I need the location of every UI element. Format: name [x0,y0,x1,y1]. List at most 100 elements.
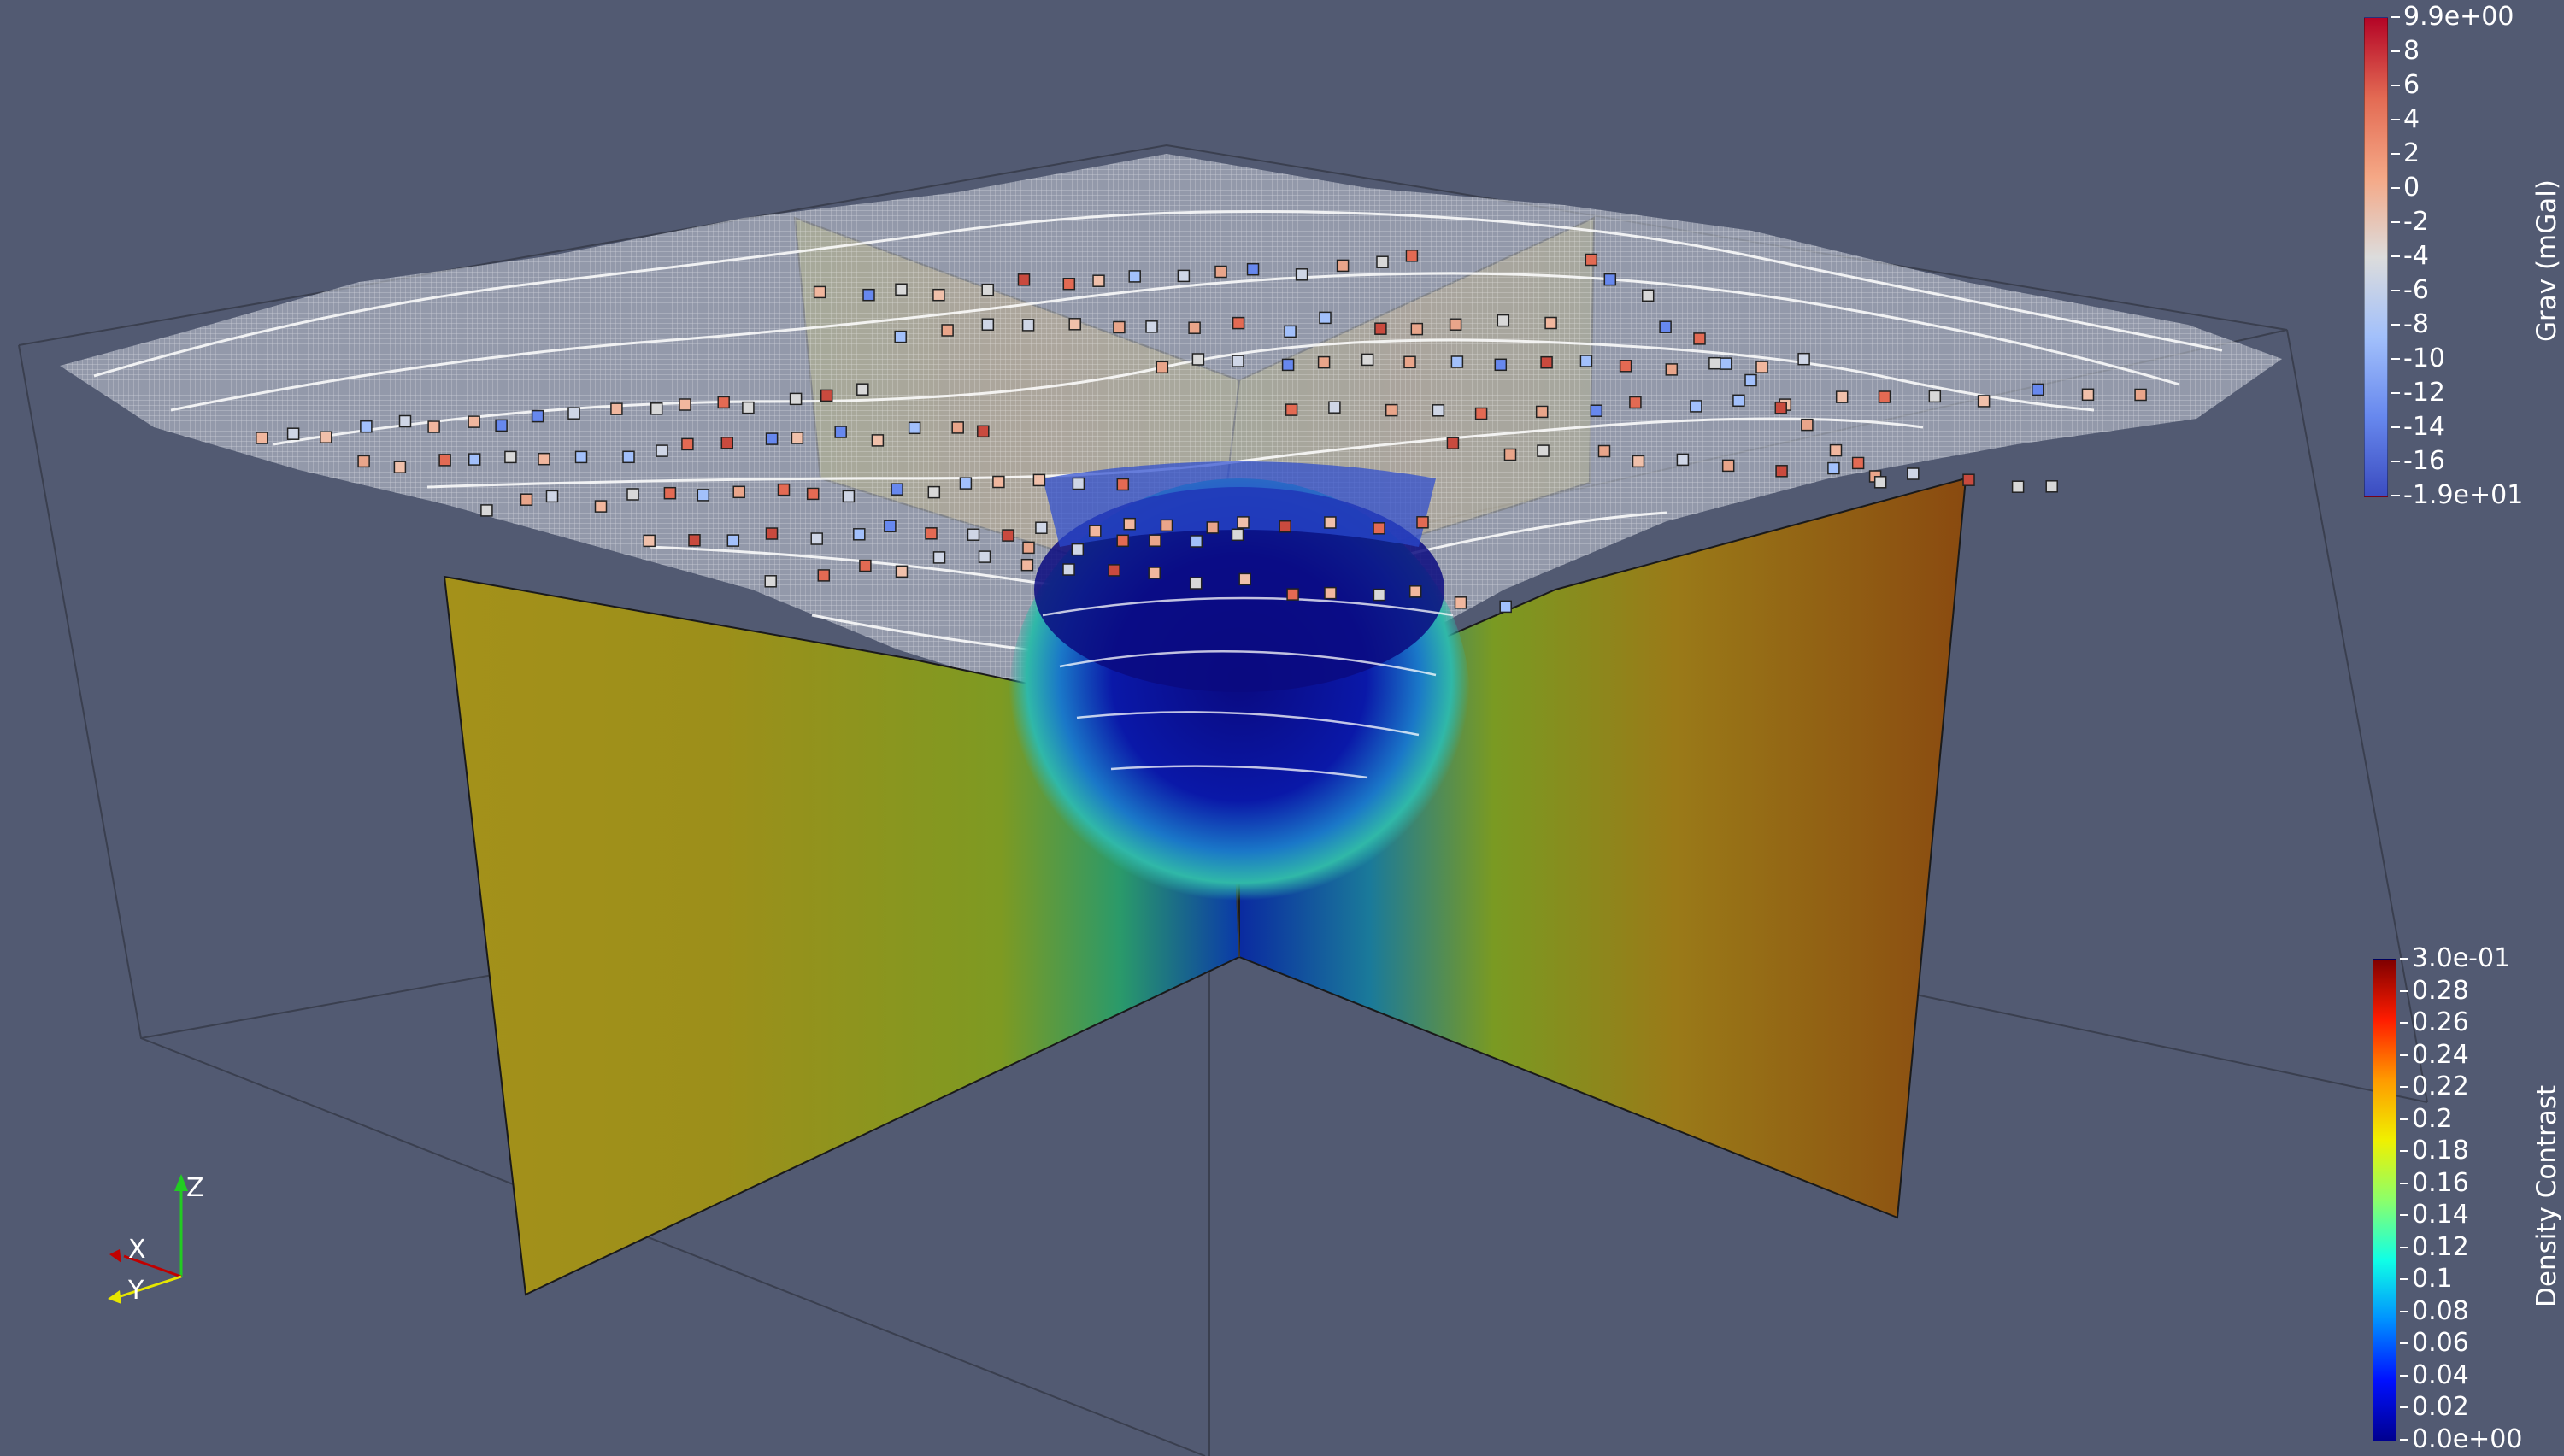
gravity-station-marker [1708,356,1721,370]
gravity-station-marker [1450,355,1464,368]
axis-y-label: Y [127,1276,144,1306]
gravity-stations [256,250,2147,614]
gravity-station-marker [1775,465,1788,478]
density-colorbar-label: 0.2 [2412,1103,2453,1134]
gravity-station-marker [1188,321,1201,334]
grav-colorbar-gradient [2364,17,2388,497]
gravity-station-marker [468,453,481,466]
density-colorbar-tick [2400,1278,2408,1281]
density-colorbar-label: 3.0e-01 [2412,943,2511,973]
gravity-station-marker [1214,265,1227,279]
gravity-station-marker [1801,418,1814,432]
gravity-station-marker [1177,269,1191,283]
gravity-station-marker [1317,355,1331,369]
gravity-station-marker [1022,541,1035,555]
gravity-station-marker [1544,316,1557,330]
density-colorbar-label: 0.06 [2412,1328,2469,1359]
gravity-station-marker [1590,404,1603,417]
gravity-station-marker [1190,535,1203,548]
density-colorbar-label: 0.16 [2412,1167,2469,1198]
gravity-station-marker [1286,588,1299,601]
gravity-station-marker [1295,268,1308,281]
grav-colorbar-tick [2391,324,2400,326]
density-colorbar-tick [2400,1342,2408,1345]
gravity-station-marker [1873,476,1887,489]
gravity-station-marker [951,421,964,434]
gravity-station-marker [643,534,656,548]
density-colorbar-label: 0.12 [2412,1231,2469,1262]
gravity-station-marker [1494,358,1508,372]
gravity-station-marker [656,444,668,457]
density-colorbar-label: 0.18 [2412,1136,2469,1166]
gravity-station-marker [1676,453,1690,467]
gravity-station-marker [1376,255,1389,268]
gravity-station-marker [360,420,373,433]
gravity-station-marker [1878,390,1891,403]
gravity-station-marker [1071,543,1085,556]
gravity-station-marker [859,559,872,572]
gravity-station-marker [941,324,954,337]
gravity-station-marker [1113,320,1126,334]
density-colorbar-gradient [2373,959,2396,1441]
gravity-station-marker [1829,443,1843,457]
density-colorbar-tick [2400,1439,2408,1441]
grav-colorbar-tick [2391,426,2400,428]
gravity-station-marker [789,392,803,406]
gravity-station-marker [504,450,517,464]
density-colorbar-tick [2400,1214,2408,1217]
grav-colorbar-label: 6 [2403,70,2420,100]
gravity-station-marker [567,407,580,420]
gravity-station-marker [981,318,995,331]
gravity-station-marker [1232,355,1244,367]
gravity-station-marker [834,426,847,438]
density-colorbar-tick [2400,1150,2408,1153]
gravity-station-marker [1279,520,1291,533]
gravity-station-marker [1540,355,1553,369]
gravity-station-marker [1116,534,1129,548]
gravity-station-marker [895,283,908,296]
gravity-station-marker [1537,444,1550,457]
gravity-station-marker [1499,600,1512,614]
gravity-station-marker [681,437,694,451]
density-colorbar-label: 0.26 [2412,1007,2469,1038]
gravity-station-marker [1092,274,1105,287]
gravity-station-marker [777,483,791,496]
gravity-station-marker [286,427,300,440]
density-colorbar-label: 0.14 [2412,1200,2469,1230]
gravity-station-marker [765,432,779,445]
density-colorbar-label: 0.24 [2412,1039,2469,1070]
orientation-axes: Z X Y [108,1173,204,1306]
gravity-station-marker [1632,455,1645,468]
density-colorbar-tick [2400,1374,2408,1377]
gravity-station-marker [871,434,885,447]
gravity-station-marker [977,425,990,438]
gravity-station-marker [1062,277,1076,291]
gravity-station-marker [688,534,701,547]
gravity-station-marker [697,489,710,502]
grav-colorbar-label: -14 [2403,412,2445,442]
grav-colorbar-tick [2391,358,2400,360]
grav-colorbar-tick [2391,85,2400,86]
gravity-station-marker [538,452,550,466]
density-colorbar-label: 0.28 [2412,975,2469,1006]
gravity-station-marker [1361,353,1374,367]
gravity-station-marker [1002,529,1014,542]
gravity-station-marker [853,528,866,541]
gravity-station-marker [1336,259,1350,273]
gravity-station-marker [932,551,946,564]
gravity-station-marker [1237,516,1250,529]
gravity-station-marker [1373,522,1385,535]
gravity-station-marker [1032,473,1046,487]
gravity-station-marker [1720,357,1732,370]
gravity-station-marker [1408,585,1422,598]
gravity-station-marker [959,477,973,490]
gravity-station-marker [1732,394,1745,408]
density-colorbar-tick [2400,1054,2408,1056]
density-colorbar-tick [2400,1022,2408,1024]
gravity-station-marker [1928,390,1942,403]
gravity-station-marker [2045,480,2058,493]
grav-colorbar-label: -6 [2403,275,2429,305]
gravity-station-marker [1324,516,1337,529]
